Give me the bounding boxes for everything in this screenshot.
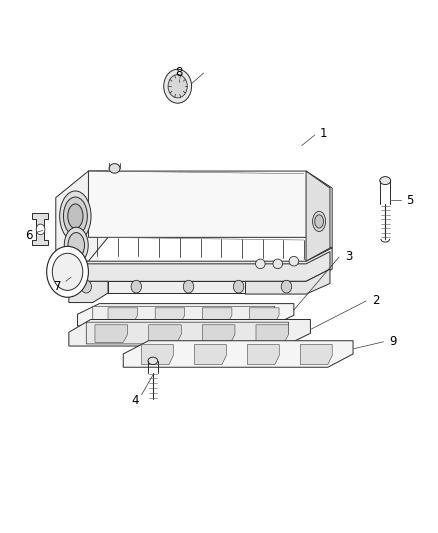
Polygon shape (202, 325, 235, 342)
Polygon shape (108, 281, 245, 293)
Ellipse shape (109, 164, 120, 173)
Polygon shape (69, 319, 311, 346)
Polygon shape (155, 308, 185, 322)
Circle shape (168, 75, 187, 98)
Ellipse shape (255, 259, 265, 269)
Ellipse shape (313, 212, 325, 231)
Text: 7: 7 (54, 280, 62, 293)
Text: 6: 6 (25, 229, 32, 242)
Text: 2: 2 (372, 294, 379, 308)
Polygon shape (78, 304, 294, 326)
Polygon shape (93, 306, 275, 324)
Circle shape (184, 280, 194, 293)
Circle shape (36, 224, 45, 235)
Polygon shape (123, 341, 353, 367)
Polygon shape (148, 325, 181, 342)
Circle shape (131, 280, 141, 293)
Polygon shape (32, 214, 48, 245)
Polygon shape (86, 322, 289, 344)
Circle shape (52, 253, 83, 290)
Circle shape (281, 280, 292, 293)
Polygon shape (250, 308, 279, 322)
Ellipse shape (148, 357, 158, 365)
Polygon shape (247, 344, 279, 365)
Polygon shape (56, 171, 108, 261)
Text: 9: 9 (389, 335, 397, 348)
Text: 4: 4 (132, 393, 139, 407)
Polygon shape (300, 344, 332, 365)
Ellipse shape (64, 227, 88, 263)
Circle shape (47, 246, 88, 297)
Circle shape (233, 280, 244, 293)
Ellipse shape (64, 197, 87, 235)
Polygon shape (69, 281, 108, 303)
Polygon shape (194, 344, 226, 365)
Ellipse shape (315, 215, 323, 228)
Circle shape (81, 280, 92, 293)
Polygon shape (56, 248, 332, 282)
Text: 5: 5 (406, 193, 413, 207)
Ellipse shape (68, 232, 85, 258)
Ellipse shape (289, 256, 299, 266)
Polygon shape (306, 171, 330, 261)
Polygon shape (88, 171, 332, 248)
Text: 3: 3 (345, 251, 353, 263)
Circle shape (164, 69, 191, 103)
Polygon shape (108, 308, 138, 322)
Polygon shape (69, 252, 330, 281)
Ellipse shape (380, 176, 391, 184)
Polygon shape (245, 269, 330, 294)
Text: 8: 8 (175, 67, 183, 79)
Polygon shape (141, 344, 173, 365)
Ellipse shape (273, 259, 283, 269)
Polygon shape (256, 325, 289, 342)
Polygon shape (202, 308, 232, 322)
Text: 1: 1 (320, 127, 327, 140)
Polygon shape (95, 325, 127, 342)
Ellipse shape (60, 191, 91, 241)
Ellipse shape (68, 204, 83, 228)
